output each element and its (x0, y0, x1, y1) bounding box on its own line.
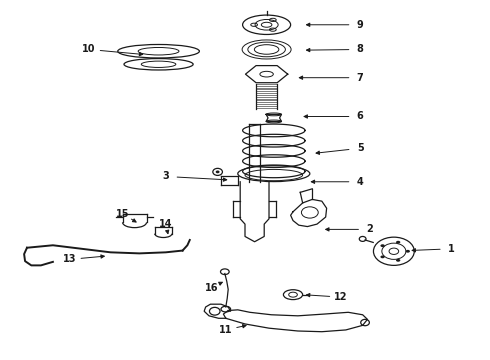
Circle shape (216, 171, 220, 173)
Text: 7: 7 (357, 73, 364, 83)
Text: 5: 5 (357, 143, 364, 153)
Text: 10: 10 (82, 45, 96, 54)
Text: 11: 11 (219, 325, 233, 335)
Ellipse shape (396, 241, 400, 244)
Text: 6: 6 (357, 112, 364, 121)
Text: 3: 3 (162, 171, 169, 181)
Text: 9: 9 (357, 20, 364, 30)
Text: 12: 12 (334, 292, 348, 302)
Ellipse shape (380, 256, 385, 258)
Text: 1: 1 (448, 244, 455, 254)
Ellipse shape (396, 259, 400, 262)
Text: 13: 13 (63, 255, 76, 264)
Text: 4: 4 (357, 177, 364, 187)
Text: 14: 14 (159, 219, 172, 229)
Text: 8: 8 (357, 45, 364, 54)
Text: 15: 15 (116, 208, 129, 219)
Text: 16: 16 (205, 283, 218, 293)
Ellipse shape (380, 244, 385, 247)
Text: 2: 2 (367, 224, 373, 234)
Ellipse shape (406, 250, 410, 253)
